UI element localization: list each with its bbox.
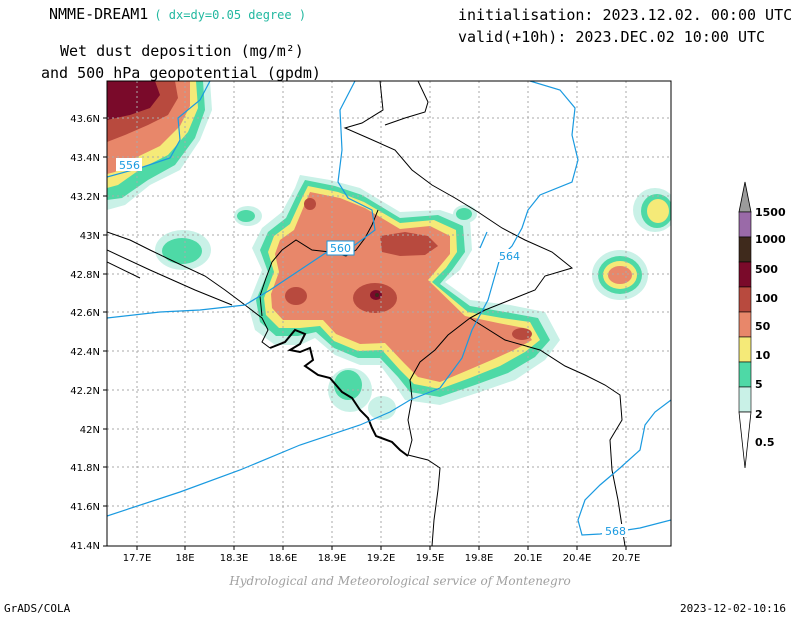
lon-label: 18.9E <box>318 553 347 564</box>
legend-swatch-0-5 <box>738 386 752 413</box>
lat-label: 41.8N <box>70 463 100 474</box>
contour-label-568: 568 <box>605 525 626 538</box>
lon-label: 18E <box>175 553 194 564</box>
lon-label: 17.7E <box>123 553 152 564</box>
lat-label: 42.2N <box>70 386 100 397</box>
legend-label: 1000 <box>755 233 786 246</box>
software-label: GrADS/COLA <box>4 602 71 615</box>
country-borders <box>107 81 626 546</box>
lat-label: 41.6N <box>70 502 100 513</box>
legend-label: 2 <box>755 408 763 421</box>
model-resolution: ( dx=dy=0.05 degree ) <box>154 8 307 22</box>
legend-label: 500 <box>755 263 778 276</box>
legend-swatch-100 <box>738 261 752 288</box>
contour-label-560: 560 <box>330 242 351 255</box>
contour-labels: 556 560 564 568 <box>116 158 628 538</box>
lat-labels: 43.6N 43.4N 43.2N 43N 42.8N 42.6N 42.4N … <box>70 114 100 552</box>
legend-label: 10 <box>755 349 771 362</box>
dust-deposition-field <box>107 81 671 420</box>
lon-label: 20.1E <box>514 553 543 564</box>
lat-label: 42N <box>80 425 100 436</box>
lat-label: 42.4N <box>70 347 100 358</box>
legend-label: 5 <box>755 378 763 391</box>
lat-ticks <box>103 117 107 547</box>
model-name: NMME-DREAM1 <box>49 5 149 23</box>
lat-label: 42.6N <box>70 308 100 319</box>
color-legend: 1500 1000 500 100 50 10 5 2 0.5 <box>738 181 786 469</box>
contour-label-564: 564 <box>499 250 520 263</box>
legend-label: 50 <box>755 320 771 333</box>
legend-top-arrow <box>738 181 752 213</box>
lon-label: 19.5E <box>416 553 445 564</box>
lat-label: 43.4N <box>70 153 100 164</box>
lat-label: 43.2N <box>70 192 100 203</box>
coastline <box>269 328 409 457</box>
legend-swatch-500 <box>738 236 752 263</box>
lon-label: 18.3E <box>220 553 249 564</box>
initialisation-time: initialisation: 2023.12.02. 00:00 UTC <box>458 6 793 24</box>
lon-label: 18.6E <box>269 553 298 564</box>
map-area: 556 560 564 568 <box>107 81 671 546</box>
lat-label: 41.4N <box>70 541 100 552</box>
lon-label: 19.8E <box>465 553 494 564</box>
lat-label: 43N <box>80 231 100 242</box>
lat-label: 42.8N <box>70 270 100 281</box>
timestamp-label: 2023-12-02-10:16 <box>680 602 786 615</box>
map-title-line-1: Wet dust deposition (mg/m²) <box>60 42 304 60</box>
lon-label: 20.7E <box>612 553 641 564</box>
model-title: NMME-DREAM1 ( dx=dy=0.05 degree ) <box>49 5 306 23</box>
map-frame <box>106 80 672 547</box>
lon-ticks <box>136 546 627 550</box>
lat-label: 43.6N <box>70 114 100 125</box>
credit-line: Hydrological and Meteorological service … <box>229 574 571 588</box>
lon-label: 19.2E <box>367 553 396 564</box>
legend-swatch-50 <box>738 286 752 313</box>
legend-swatch-1000 <box>738 211 752 238</box>
lon-labels: 17.7E 18E 18.3E 18.6E 18.9E 19.2E 19.5E … <box>123 553 641 564</box>
valid-time: valid(+10h): 2023.DEC.02 10:00 UTC <box>458 28 766 46</box>
legend-label: 100 <box>755 292 778 305</box>
legend-bottom-arrow <box>738 411 752 469</box>
legend-label: 1500 <box>755 206 786 219</box>
contour-label-556: 556 <box>119 159 140 172</box>
lon-label: 20.4E <box>563 553 592 564</box>
legend-swatch-5 <box>738 336 752 363</box>
legend-swatch-2 <box>738 361 752 388</box>
map-title-line-2: and 500 hPa geopotential (gpdm) <box>41 64 321 82</box>
legend-swatch-10 <box>738 311 752 338</box>
legend-label: 0.5 <box>755 436 775 449</box>
